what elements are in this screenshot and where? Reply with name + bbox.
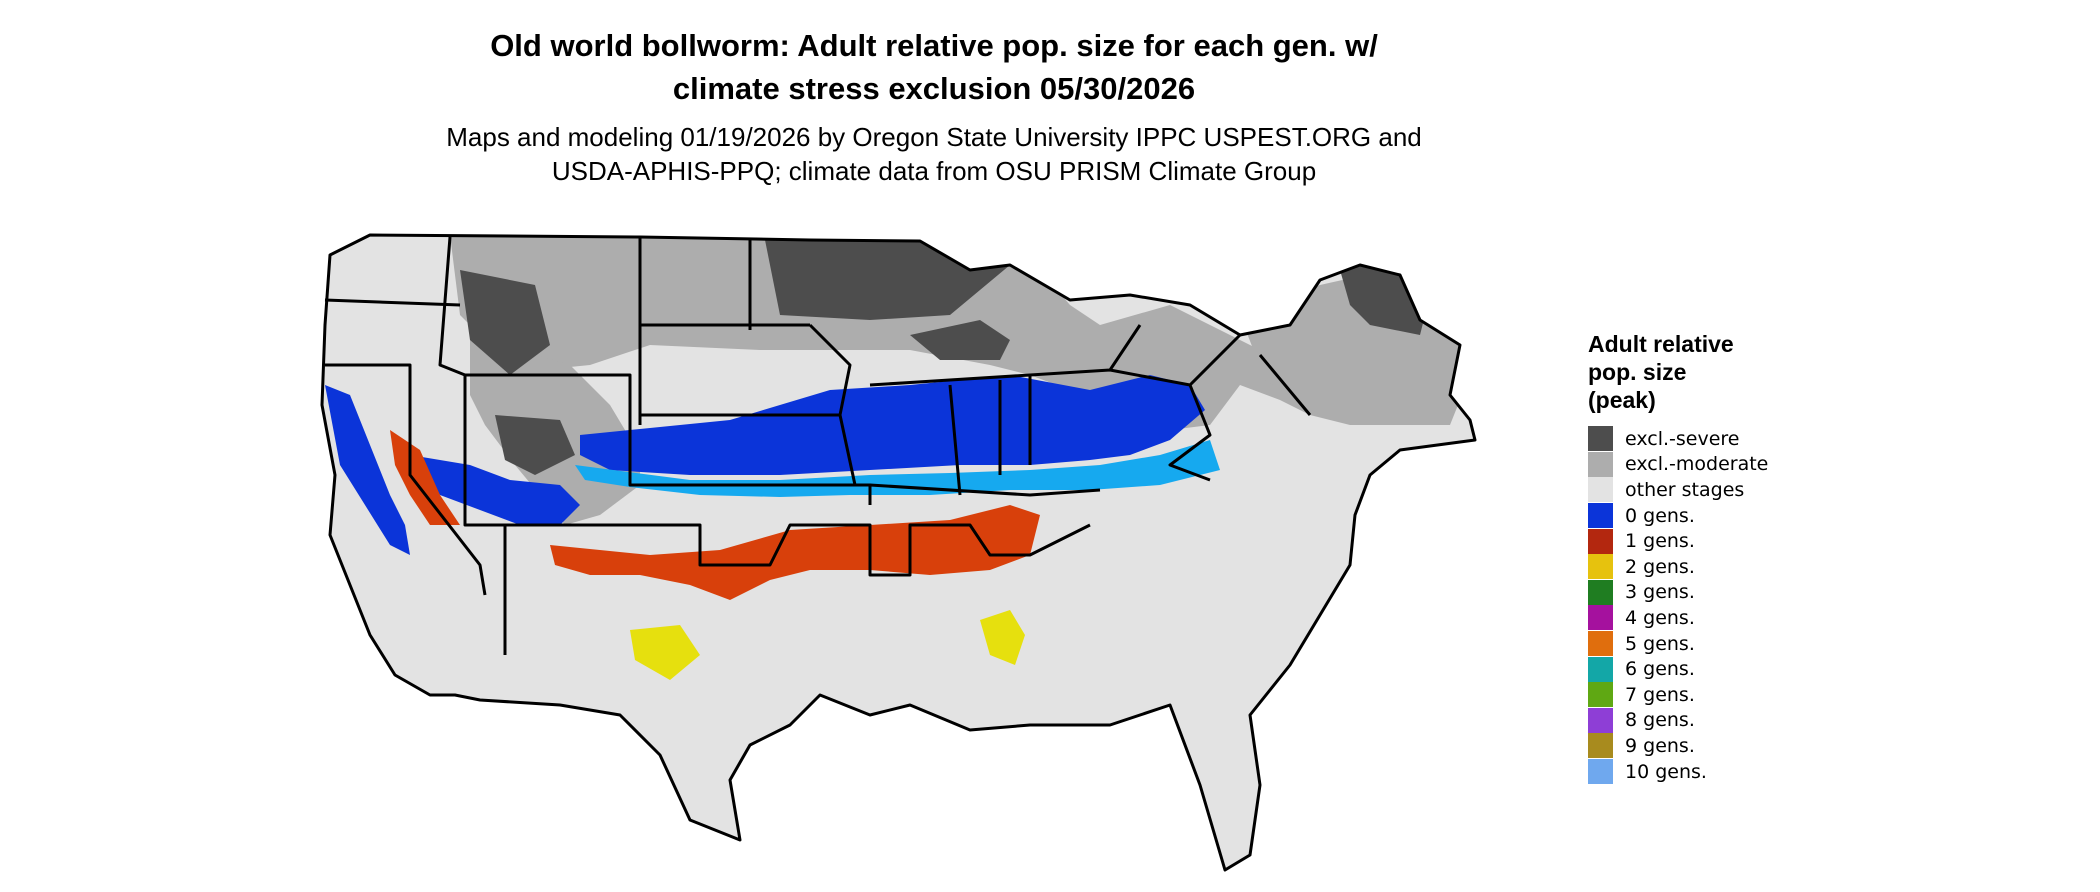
legend-swatch (1588, 707, 1613, 733)
legend-swatch (1588, 579, 1613, 605)
legend-label: 4 gens. (1625, 606, 1695, 629)
legend-label: excl.-moderate (1625, 453, 1769, 476)
zone-1-gens-arizona (390, 430, 460, 525)
legend-items: excl.-severe excl.-moderate other stages… (1588, 426, 1769, 785)
subtitle-line-2: USDA-APHIS-PPQ; climate data from OSU PR… (551, 156, 1317, 186)
legend-item-2-gens: 2 gens. (1588, 554, 1768, 580)
legend-swatch (1588, 759, 1613, 785)
legend-label: 3 gens. (1625, 581, 1695, 604)
legend-label: 5 gens. (1625, 632, 1695, 655)
legend-swatch (1588, 451, 1613, 477)
legend-item-5-gens: 5 gens. (1588, 631, 1768, 657)
legend-label: 7 gens. (1625, 683, 1695, 706)
title-line-1: Old world bollworm: Adult relative pop. … (490, 28, 1378, 63)
legend-swatch (1588, 682, 1613, 708)
legend-swatch (1588, 503, 1613, 529)
state-line-plains (638, 237, 872, 505)
subtitle-line-1: Maps and modeling 01/19/2026 by Oregon S… (446, 122, 1422, 152)
legend-swatch (1588, 426, 1613, 452)
legend-label: other stages (1625, 478, 1745, 501)
map-title: Old world bollworm: Adult relative pop. … (0, 24, 1868, 110)
zone-excl-severe-colorado (495, 415, 575, 475)
legend-swatch (1588, 656, 1613, 682)
us-outline (320, 233, 1477, 872)
legend-label: 9 gens. (1625, 734, 1695, 757)
zone-2-gens-texas (630, 625, 700, 680)
legend-item-7-gens: 7 gens. (1588, 682, 1768, 708)
legend-label: 8 gens. (1625, 709, 1695, 732)
legend-item-0-gens: 0 gens. (1588, 503, 1768, 529)
legend-title: Adult relative pop. size (peak) (1588, 330, 1768, 414)
legend-item-excl-severe: excl.-severe (1588, 426, 1768, 452)
zone-excl-severe-wisconsin (910, 320, 1010, 360)
legend-label: 2 gens. (1625, 555, 1695, 578)
legend-title-line-3: (peak) (1588, 387, 1656, 413)
legend-item-9-gens: 9 gens. (1588, 733, 1768, 759)
us-map (320, 233, 1477, 872)
legend-swatch (1588, 733, 1613, 759)
legend-swatch (1588, 477, 1613, 503)
state-line-west-coast (324, 298, 487, 596)
legend-item-excl-moderate: excl.-moderate (1588, 451, 1769, 478)
title-line-2: climate stress exclusion 05/30/2026 (672, 71, 1196, 106)
legend-item-other-stages: other stages (1588, 477, 1768, 503)
legend-swatch (1588, 631, 1613, 657)
state-line-east (1029, 324, 1312, 482)
legend-label: 0 gens. (1625, 504, 1695, 527)
zone-0-gens-southwest (410, 455, 580, 525)
state-line-south (505, 483, 1101, 577)
legend-item-10-gens: 10 gens. (1588, 759, 1768, 785)
legend-swatch (1588, 528, 1613, 554)
legend-label: 6 gens. (1625, 658, 1695, 681)
legend-label: excl.-severe (1625, 427, 1740, 450)
legend-swatch (1588, 605, 1613, 631)
legend-label: 1 gens. (1625, 530, 1695, 553)
legend-item-8-gens: 8 gens. (1588, 707, 1768, 734)
legend-swatch (1588, 554, 1613, 580)
zone-2-gens-florida (980, 610, 1025, 665)
zone-1-gens-south (550, 505, 1040, 600)
legend-title-line-1: Adult relative (1588, 331, 1734, 357)
legend-item-6-gens: 6 gens. (1588, 656, 1768, 682)
legend-item-1-gens: 1 gens. (1588, 528, 1768, 554)
state-boundaries (320, 233, 1477, 872)
zone-0-gens-midwest (580, 375, 1205, 475)
zone-0-gens-west (325, 385, 410, 555)
legend-item-3-gens: 3 gens. (1588, 579, 1768, 606)
state-line-rockies (438, 236, 660, 655)
zone-excl-severe-minnesota (765, 240, 1010, 320)
map-legend: Adult relative pop. size (peak) excl.-se… (1588, 330, 1769, 785)
legend-title-line-2: pop. size (1588, 359, 1687, 385)
zone-0-gens-lightband (575, 440, 1220, 497)
legend-label: 10 gens. (1625, 760, 1707, 783)
map-subtitle: Maps and modeling 01/19/2026 by Oregon S… (0, 120, 1868, 188)
zone-excl-severe-wyoming (460, 270, 550, 375)
legend-item-4-gens: 4 gens. (1588, 605, 1768, 631)
